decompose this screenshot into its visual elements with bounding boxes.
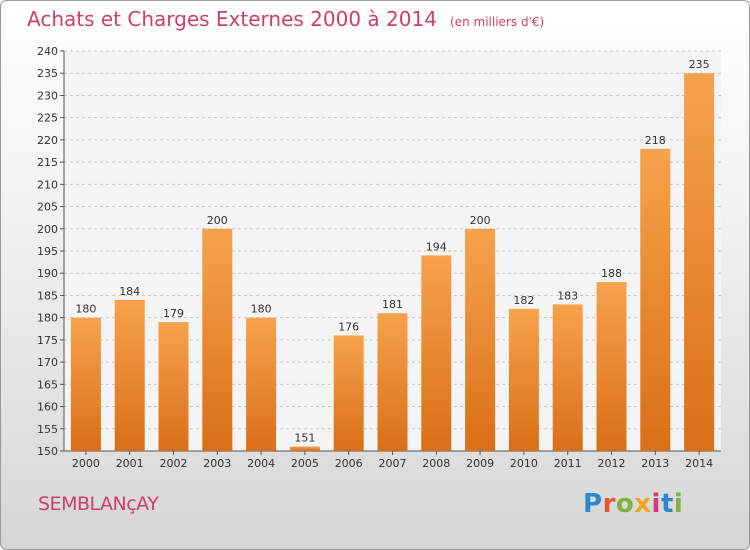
bar-value-label: 181 (382, 298, 403, 311)
bar-value-label: 179 (163, 307, 184, 320)
proxiti-logo: Proxiti (583, 489, 683, 519)
bar (289, 446, 320, 451)
chart-subtitle: (en milliers d'€) (450, 15, 545, 29)
x-tick-label: 2013 (641, 457, 669, 470)
bar (158, 322, 189, 451)
y-tick-label: 195 (37, 245, 58, 258)
x-tick-label: 2011 (554, 457, 582, 470)
y-tick-label: 235 (37, 67, 58, 80)
y-tick-label: 160 (37, 401, 58, 414)
bar-value-label: 188 (601, 267, 622, 280)
x-tick-label: 2008 (422, 457, 450, 470)
title-row: Achats et Charges Externes 2000 à 2014 (… (27, 7, 544, 31)
bar-value-label: 176 (338, 320, 359, 333)
bar-value-label: 182 (513, 294, 534, 307)
bar (377, 313, 408, 451)
logo-letter: o (615, 489, 635, 519)
bar (640, 148, 671, 451)
y-tick-label: 165 (37, 378, 58, 391)
y-tick-label: 180 (37, 312, 58, 325)
x-tick-label: 2000 (72, 457, 100, 470)
y-tick-label: 210 (37, 178, 58, 191)
x-tick-label: 2005 (291, 457, 319, 470)
logo-letter: P (583, 489, 603, 519)
bar (202, 228, 233, 451)
y-tick-label: 170 (37, 356, 58, 369)
x-tick-label: 2004 (247, 457, 275, 470)
bar-value-label: 183 (557, 289, 578, 302)
bar (552, 304, 583, 451)
y-tick-label: 220 (37, 134, 58, 147)
bar-value-label: 151 (294, 432, 315, 445)
y-tick-label: 175 (37, 334, 58, 347)
y-tick-label: 200 (37, 223, 58, 236)
bar (246, 317, 277, 451)
bar (70, 317, 101, 451)
logo-letter: r (602, 489, 616, 519)
y-tick-label: 215 (37, 156, 58, 169)
y-tick-label: 240 (37, 45, 58, 58)
bar-value-label: 184 (119, 285, 140, 298)
place-name: SEMBLANçAY (38, 493, 159, 515)
y-tick-label: 230 (37, 89, 58, 102)
bar-value-label: 235 (689, 58, 710, 71)
bar-value-label: 180 (251, 303, 272, 316)
bar (333, 335, 364, 451)
x-tick-label: 2010 (510, 457, 538, 470)
x-tick-label: 2006 (335, 457, 363, 470)
chart-title: Achats et Charges Externes 2000 à 2014 (27, 7, 437, 31)
bar (684, 73, 715, 451)
x-tick-label: 2003 (203, 457, 231, 470)
x-tick-label: 2007 (379, 457, 407, 470)
y-tick-label: 190 (37, 267, 58, 280)
y-tick-label: 155 (37, 423, 58, 436)
bar (596, 282, 627, 451)
x-tick-label: 2014 (685, 457, 713, 470)
y-tick-label: 205 (37, 201, 58, 214)
bar-value-label: 194 (426, 240, 447, 253)
y-tick-label: 185 (37, 289, 58, 302)
x-tick-label: 2009 (466, 457, 494, 470)
bar (508, 308, 539, 451)
bar (421, 255, 452, 451)
logo-letter: i (673, 489, 684, 519)
bar (465, 228, 496, 451)
bar (114, 299, 145, 451)
y-tick-label: 150 (37, 445, 58, 458)
bar-value-label: 180 (75, 303, 96, 316)
x-tick-label: 2002 (160, 457, 188, 470)
bar-value-label: 218 (645, 134, 666, 147)
logo-letter: i (651, 489, 661, 519)
bar-value-label: 200 (470, 214, 491, 227)
y-tick-label: 225 (37, 112, 58, 125)
bar-value-label: 200 (207, 214, 228, 227)
logo-letter: x (634, 489, 652, 519)
logo-letter: t (660, 489, 674, 519)
x-tick-label: 2001 (116, 457, 144, 470)
x-tick-label: 2012 (598, 457, 626, 470)
